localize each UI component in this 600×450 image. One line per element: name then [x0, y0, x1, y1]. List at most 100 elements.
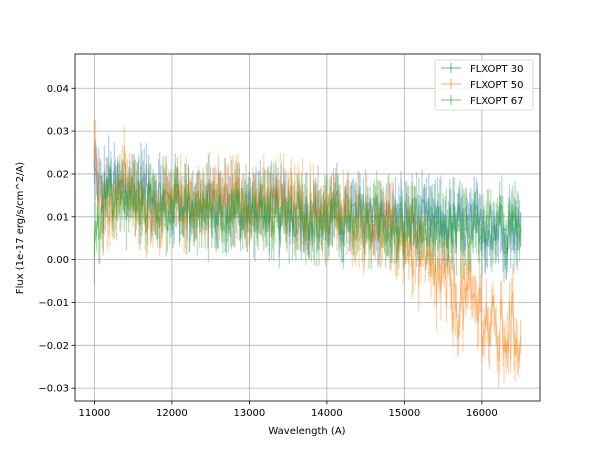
data-point	[442, 280, 444, 282]
data-point	[124, 164, 126, 166]
x-tick-label: 12000	[156, 408, 188, 419]
legend-entry-3: FLXOPT 67	[441, 95, 523, 107]
x-tick-label: 14000	[311, 408, 343, 419]
data-point	[295, 203, 297, 205]
data-point	[217, 194, 219, 196]
data-point	[272, 211, 274, 214]
data-point	[411, 241, 413, 244]
data-point	[419, 224, 421, 226]
data-point	[473, 301, 475, 304]
y-tick-label: 0.02	[47, 169, 69, 180]
data-point	[117, 199, 119, 201]
data-point	[326, 216, 328, 218]
y-tick-label: −0.02	[38, 341, 69, 352]
data-point	[481, 310, 483, 312]
data-point	[318, 211, 320, 214]
data-point	[489, 327, 491, 329]
data-point	[380, 229, 382, 231]
data-point	[233, 211, 235, 214]
series-line	[93, 173, 522, 257]
data-point	[481, 229, 483, 231]
data-point	[341, 220, 343, 222]
data-point	[365, 220, 367, 222]
y-tick-label: 0.01	[47, 212, 69, 223]
data-point	[396, 220, 398, 222]
y-axis-label: Flux (1e-17 erg/s/cm^2/A)	[15, 162, 26, 294]
y-tick-label: 0.04	[47, 84, 69, 95]
data-point	[279, 207, 281, 209]
data-point	[140, 203, 142, 205]
data-point	[217, 211, 219, 214]
x-axis: 11000 12000 13000 14000 15000 16000	[78, 401, 498, 419]
data-point	[489, 224, 491, 226]
data-point	[427, 224, 429, 226]
data-point	[388, 224, 390, 226]
data-point	[202, 211, 204, 214]
data-point	[109, 194, 111, 196]
data-point	[341, 216, 343, 218]
data-point	[210, 203, 212, 205]
data-point	[512, 224, 514, 226]
data-point	[241, 211, 243, 214]
data-point	[163, 203, 165, 205]
data-point	[403, 224, 405, 226]
data-point	[442, 224, 444, 226]
data-point	[403, 220, 405, 222]
x-tick-label: 15000	[388, 408, 420, 419]
y-tick-label: −0.01	[38, 298, 69, 309]
data-point	[148, 190, 150, 192]
data-point	[279, 199, 281, 201]
data-point	[241, 199, 243, 201]
data-point	[380, 220, 382, 222]
data-point	[210, 199, 212, 201]
data-point	[458, 301, 460, 304]
data-point	[287, 211, 289, 214]
data-point	[140, 186, 142, 188]
y-axis: −0.03 −0.02 −0.01 0.00 0.01 0.02 0.03 0.04	[38, 84, 75, 395]
legend-entry-1: FLXOPT 30	[441, 63, 523, 75]
data-point	[326, 211, 328, 214]
data-point	[155, 207, 157, 209]
data-point	[93, 151, 95, 154]
data-point	[179, 207, 181, 209]
data-point	[124, 203, 126, 205]
data-point	[140, 207, 142, 209]
data-point	[256, 203, 258, 205]
data-point	[450, 224, 452, 226]
data-point	[148, 207, 150, 209]
data-point	[411, 220, 413, 222]
data-point	[388, 216, 390, 218]
data-point	[256, 207, 258, 209]
data-point	[303, 211, 305, 214]
data-point	[163, 207, 165, 209]
data-point	[179, 199, 181, 201]
data-point	[427, 271, 429, 274]
data-point	[504, 331, 506, 334]
data-point	[465, 229, 467, 231]
data-point	[520, 336, 522, 338]
data-point	[396, 237, 398, 239]
data-point	[272, 203, 274, 205]
x-tick-label: 11000	[78, 408, 110, 419]
data-point	[155, 203, 157, 205]
data-point	[334, 216, 336, 218]
data-point	[403, 237, 405, 239]
data-point	[264, 207, 266, 209]
data-point	[179, 203, 181, 205]
data-point	[473, 224, 475, 226]
data-point	[101, 194, 103, 196]
data-point	[303, 207, 305, 209]
y-tick-label: 0.03	[47, 127, 69, 138]
data-point	[496, 229, 498, 231]
data-point	[186, 211, 188, 214]
data-point	[496, 224, 498, 226]
data-point	[233, 207, 235, 209]
data-point	[419, 259, 421, 261]
legend-frame	[434, 59, 534, 111]
data-point	[318, 216, 320, 218]
data-point	[318, 207, 320, 209]
data-point	[264, 216, 266, 218]
data-point	[372, 220, 374, 222]
data-point	[132, 199, 134, 201]
series-1	[93, 135, 522, 283]
